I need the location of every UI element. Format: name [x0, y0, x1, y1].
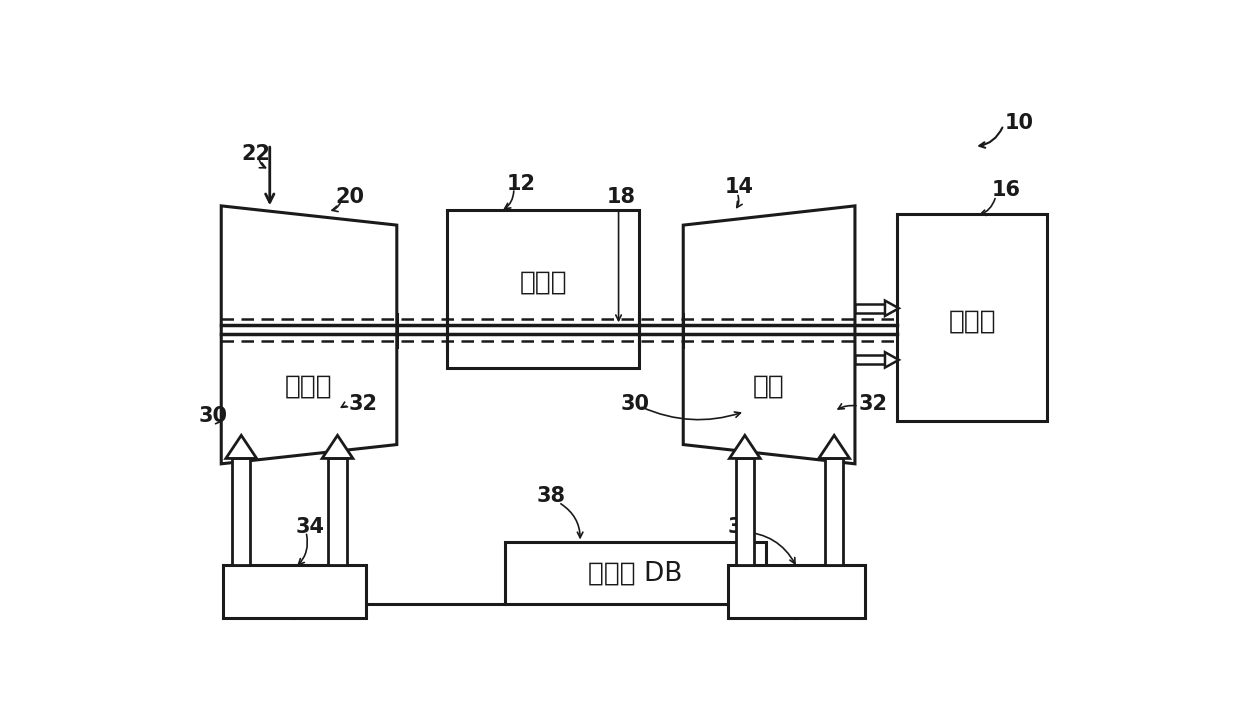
Text: 12: 12 — [507, 174, 536, 193]
Bar — [223, 565, 366, 618]
Text: 传感器 DB: 传感器 DB — [588, 561, 683, 587]
Text: 涉轮: 涉轮 — [753, 373, 785, 400]
Polygon shape — [221, 206, 397, 464]
Bar — [728, 565, 866, 618]
Bar — [825, 459, 843, 565]
Text: 10: 10 — [1006, 113, 1034, 133]
Bar — [854, 355, 885, 365]
Polygon shape — [226, 435, 257, 459]
Text: 18: 18 — [606, 187, 635, 207]
Polygon shape — [729, 435, 760, 459]
Text: 22: 22 — [242, 144, 270, 164]
Text: 压缩机: 压缩机 — [285, 373, 332, 400]
Text: 38: 38 — [537, 486, 565, 506]
Text: 燃烧器: 燃烧器 — [520, 270, 567, 296]
Polygon shape — [885, 301, 899, 316]
Bar — [446, 210, 640, 368]
Bar — [505, 542, 766, 604]
Bar — [232, 459, 250, 565]
Text: 30: 30 — [620, 394, 649, 414]
Text: 排气部: 排气部 — [949, 309, 996, 335]
Text: 30: 30 — [198, 406, 227, 426]
Text: 32: 32 — [859, 394, 888, 414]
Bar — [898, 213, 1048, 422]
Polygon shape — [818, 435, 849, 459]
Text: 14: 14 — [725, 177, 754, 197]
Text: 32: 32 — [350, 394, 378, 414]
Bar — [329, 459, 347, 565]
Text: 20: 20 — [335, 187, 365, 207]
Text: 36: 36 — [728, 517, 756, 537]
Bar — [735, 459, 754, 565]
Polygon shape — [683, 206, 854, 464]
Text: 16: 16 — [991, 180, 1021, 200]
Polygon shape — [885, 352, 899, 368]
Bar — [854, 304, 885, 313]
Text: 34: 34 — [295, 517, 324, 537]
Polygon shape — [322, 435, 353, 459]
